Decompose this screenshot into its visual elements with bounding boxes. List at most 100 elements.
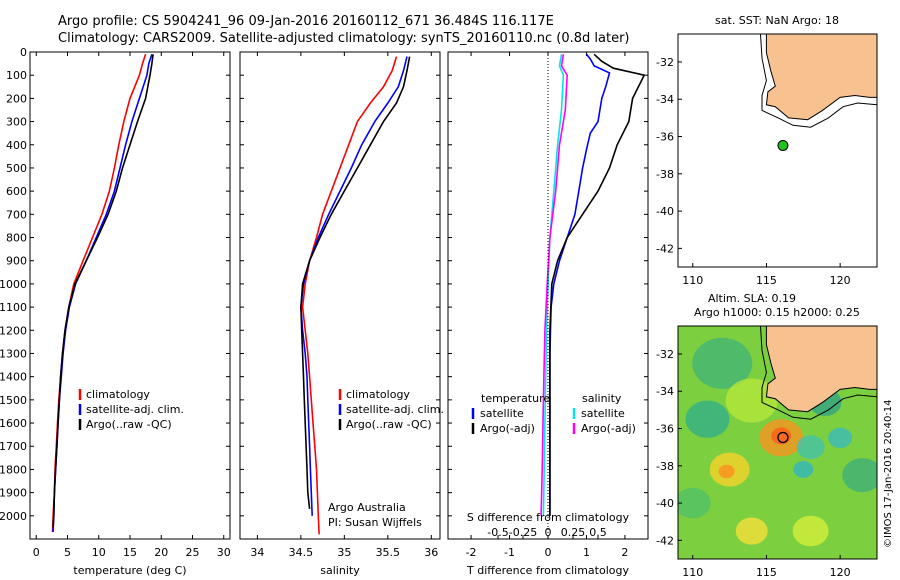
x-tick-label: 0 [545,546,552,559]
map-sst: 110 115 120 -32 -34 -36 -38 -40 -42 sat. SST: NaN… [656,14,878,287]
y-tick-label: 1400 [0,371,27,384]
legend-label: Argo(-adj) [581,422,636,435]
legend-label: Argo(..raw -QC) [86,418,172,431]
series-line-satellite [542,54,565,516]
x2-tick-label: 0.25 [561,526,586,539]
x-axis-label: T difference from climatology [466,564,629,577]
land-mass [765,326,877,413]
float-marker [777,431,789,444]
map-x-tick-label: 115 [756,566,777,579]
sla-blob [692,337,753,389]
map-y-tick-label: -42 [656,534,674,547]
x-tick-label: 36 [424,546,438,559]
map-content [760,34,877,151]
axes-frame [29,51,231,540]
panel-difference: -2 -1 0 1 2 T difference from climatology -0.5… [447,51,649,577]
x2-tick-label: -0.5 [487,526,508,539]
axes-frame [239,51,441,540]
series-line-argo-raw-qc- [52,54,154,528]
sla-blob [725,378,778,423]
map-x-tick-label: 110 [682,566,703,579]
y-tick-label: 900 [6,255,27,268]
sla-blob [718,464,735,479]
x-tick-label: 34 [250,546,264,559]
x-tick-label: 35 [337,546,351,559]
series-line-argo-adj- [549,53,646,516]
y-tick-label: 1900 [0,487,27,500]
x-tick-label: 35.5 [376,546,401,559]
y-tick-label: 1300 [0,347,27,360]
float-marker [777,139,789,151]
series-line-climatology [301,56,398,535]
series-line-satellite-adj-clim- [300,56,408,516]
x2-tick-label: 0 [545,526,552,539]
sla-blob [828,427,853,449]
map-title-1: Altim. SLA: 0.19 [708,292,796,305]
legend-label: satellite [480,407,524,420]
legend-label: climatology [346,388,410,401]
sla-blob [771,427,792,445]
x-tick-label: 1 [583,546,590,559]
map-y-tick-label: -34 [656,93,674,106]
sla-blob [792,515,829,547]
map-content [678,326,877,559]
y-tick-label: 200 [6,92,27,105]
x-tick-label: 15 [123,546,137,559]
x-tick-label: -2 [466,546,477,559]
y-tick-label: 600 [6,185,27,198]
map-y-tick-label: -32 [656,348,674,361]
y-tick-label: 1700 [0,440,27,453]
map-y-tick-label: -38 [656,168,674,181]
x-axis-label: temperature (deg C) [73,564,186,577]
header-line-2: Climatology: CARS2009. Satellite-adjuste… [58,31,630,46]
y-tick-label: 1800 [0,463,27,476]
land-mass [765,34,877,121]
map-x-tick-label: 110 [682,274,703,287]
x-tick-label: -1 [504,546,515,559]
x-axis-label: salinity [320,564,360,577]
header-line-1: Argo profile: CS 5904241_96 09-Jan-2016 … [58,14,554,29]
y-tick-label: 1200 [0,324,27,337]
x-tick-label: 5 [64,546,71,559]
map-x-tick-label: 120 [830,566,851,579]
isobath-line [760,326,877,420]
legend-label: climatology [86,388,150,401]
x-tick-label: 25 [186,546,200,559]
map-frame [677,325,878,560]
x2-tick-label: -0.25 [509,526,537,539]
map-y-tick-label: -36 [656,423,674,436]
isobath-line [760,34,877,128]
map-y-tick-label: -42 [656,242,674,255]
map-y-tick-label: -38 [656,460,674,473]
legend-title: salinity [582,392,622,405]
map-y-tick-label: -36 [656,131,674,144]
map-sla: 110 115 120 -32 -34 -36 -38 -40 -42 Altim. SLA: 0… [656,292,878,579]
x-tick-label: 2 [621,546,628,559]
series-line-satellite [549,53,611,516]
y-tick-label: 2000 [0,510,27,523]
legend-label: satellite-adj. clim. [86,403,184,416]
sla-blob [678,487,711,519]
y-tick-label: 1500 [0,394,27,407]
legend-title: temperature [481,392,550,405]
panel-temperature: 0 5 10 15 20 25 30 temperature (deg C) 0 100 200 30… [0,46,231,577]
legend-label: Argo(..raw -QC) [346,418,432,431]
x2-axis-label: S difference from climatology [467,511,630,524]
series-line-climatology [51,54,147,533]
series-line-satellite-adj-clim- [52,54,153,533]
panel-salinity: 34 34.5 35 35.5 36 salinity climatology satelli… [239,51,444,577]
y-tick-label: 500 [6,162,27,175]
map-x-tick-label: 115 [756,274,777,287]
map-frame [677,33,878,268]
map-y-tick-label: -34 [656,385,674,398]
sla-blob [735,517,768,545]
map-title-2: Argo h1000: 0.15 h2000: 0.25 [694,306,860,319]
y-tick-label: 1100 [0,301,27,314]
y-tick-label: 800 [6,232,27,245]
y-tick-label: 1000 [0,278,27,291]
sla-blob [793,461,814,479]
legend-label: satellite-adj. clim. [346,403,444,416]
x-tick-label: 10 [92,546,106,559]
annotation-text: Argo Australia [328,501,406,514]
